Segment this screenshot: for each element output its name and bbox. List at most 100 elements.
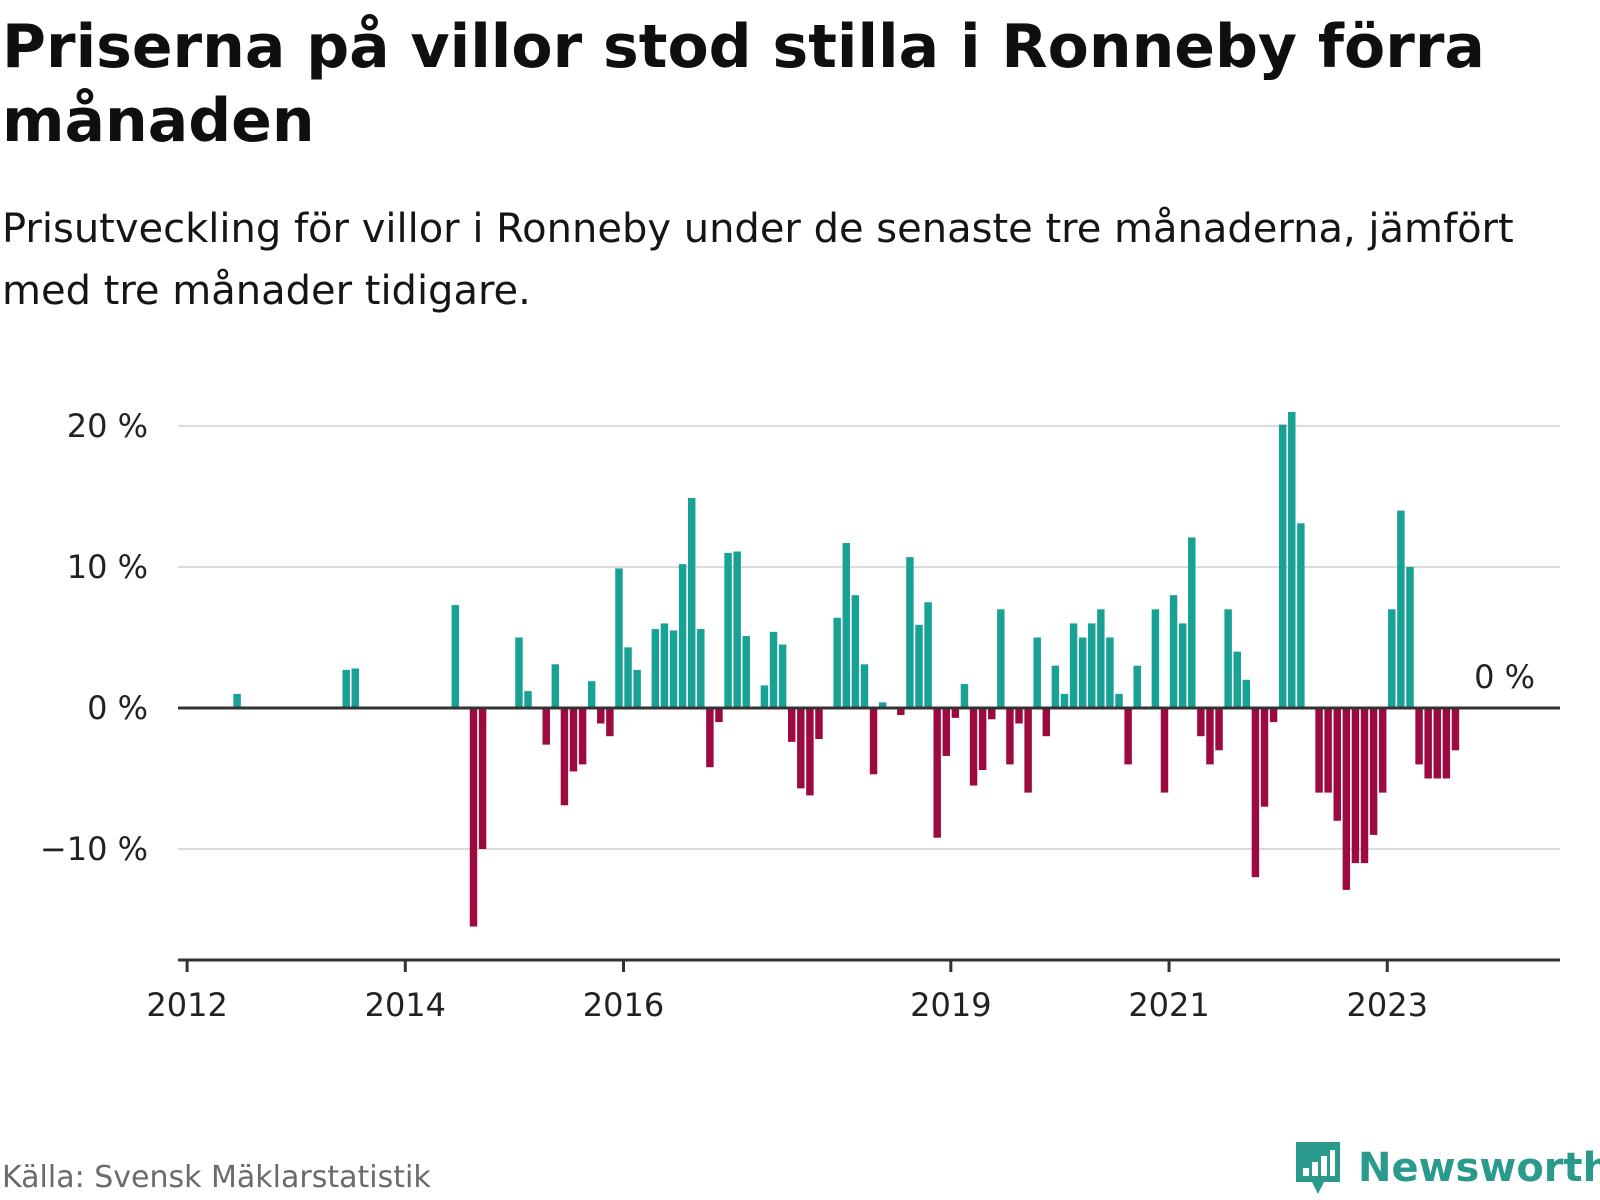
bar <box>1278 424 1287 708</box>
bar <box>878 702 887 708</box>
y-tick-label: 20 % <box>67 407 148 445</box>
bar <box>1360 708 1369 864</box>
bar <box>1097 609 1105 708</box>
bar <box>1397 510 1405 708</box>
bar <box>1069 623 1078 708</box>
bar <box>760 685 769 708</box>
bar <box>897 708 905 716</box>
bar <box>687 497 696 708</box>
bar <box>597 708 605 724</box>
bar <box>669 630 678 708</box>
bar <box>1351 708 1360 864</box>
bar <box>1124 708 1132 765</box>
newsworthy-logo-icon <box>1296 1142 1340 1194</box>
bar <box>1060 693 1069 708</box>
bar <box>1342 708 1351 890</box>
bar <box>1378 708 1387 793</box>
bar <box>633 669 641 708</box>
bar <box>1151 609 1160 708</box>
bar <box>1106 637 1114 708</box>
bar <box>697 629 705 708</box>
bar <box>787 708 796 742</box>
bar <box>1197 708 1205 737</box>
bar <box>1178 623 1187 708</box>
bar <box>1333 708 1341 821</box>
bar <box>587 681 596 708</box>
source-note: Källa: Svensk Mäklarstatistik <box>2 1160 431 1195</box>
bar <box>1242 679 1251 708</box>
bar <box>606 708 614 737</box>
bar <box>1388 609 1396 708</box>
x-tick-label: 2021 <box>1128 986 1209 1024</box>
bar <box>906 557 914 708</box>
bar <box>997 609 1005 708</box>
x-tick-label: 2019 <box>910 986 991 1024</box>
x-tick-label: 2012 <box>146 986 227 1024</box>
bar <box>469 708 478 927</box>
bar <box>1369 708 1378 835</box>
bar <box>1269 708 1278 723</box>
bar <box>988 708 996 720</box>
bar <box>1215 708 1223 751</box>
brand[interactable]: Newsworthy <box>1292 1138 1600 1198</box>
bar <box>1042 708 1051 737</box>
bar <box>724 552 732 708</box>
bar <box>1015 708 1023 724</box>
bar <box>778 644 787 708</box>
bar <box>1224 609 1232 708</box>
chart-title: Priserna på villor stod stilla i Ronneby… <box>2 12 1485 156</box>
bar <box>769 631 778 708</box>
bar <box>942 708 951 756</box>
bar <box>742 636 750 708</box>
bar <box>1033 637 1041 708</box>
bar <box>1442 708 1451 779</box>
last-value-label: 0 % <box>1474 658 1535 696</box>
bar <box>524 691 532 708</box>
bar <box>960 684 969 708</box>
bar <box>1233 651 1241 708</box>
bar <box>1169 595 1178 708</box>
bar <box>1088 623 1096 708</box>
bar <box>1315 708 1323 793</box>
bar <box>1297 523 1305 708</box>
bar <box>624 647 632 708</box>
bar <box>342 669 350 708</box>
bar <box>1051 665 1060 708</box>
bar <box>869 708 878 775</box>
bar <box>1406 567 1414 708</box>
bar <box>569 708 578 772</box>
y-tick-label: 10 % <box>67 548 148 586</box>
bar <box>560 708 569 806</box>
bar <box>1133 665 1141 708</box>
bar <box>1451 708 1460 751</box>
bar <box>815 708 823 740</box>
bar <box>951 708 960 718</box>
bar <box>1260 708 1269 807</box>
x-tick-label: 2016 <box>583 986 664 1024</box>
bar <box>578 708 587 765</box>
bar <box>806 708 814 796</box>
bar <box>833 617 841 708</box>
bar <box>515 637 523 708</box>
bar <box>1251 708 1260 878</box>
bar <box>660 623 669 708</box>
bar <box>1206 708 1214 765</box>
bar <box>478 708 487 849</box>
bar <box>969 708 978 786</box>
bar <box>615 568 623 708</box>
bar-chart: 20 % 10 % 0 % −10 % 0 % 2012 2014 2016 2019 2021 2… <box>40 407 1560 1024</box>
bar <box>542 708 550 745</box>
bar <box>1115 693 1123 708</box>
bar <box>706 708 714 768</box>
bar <box>1078 637 1087 708</box>
bar <box>1288 411 1296 708</box>
x-tick-label: 2023 <box>1347 986 1428 1024</box>
brand-name: Newsworthy <box>1358 1145 1600 1191</box>
bar <box>860 664 869 708</box>
bar <box>1006 708 1014 765</box>
bar <box>733 551 741 708</box>
bar <box>851 595 860 708</box>
bar <box>842 543 850 708</box>
bar <box>1324 708 1332 793</box>
bar <box>551 664 560 708</box>
